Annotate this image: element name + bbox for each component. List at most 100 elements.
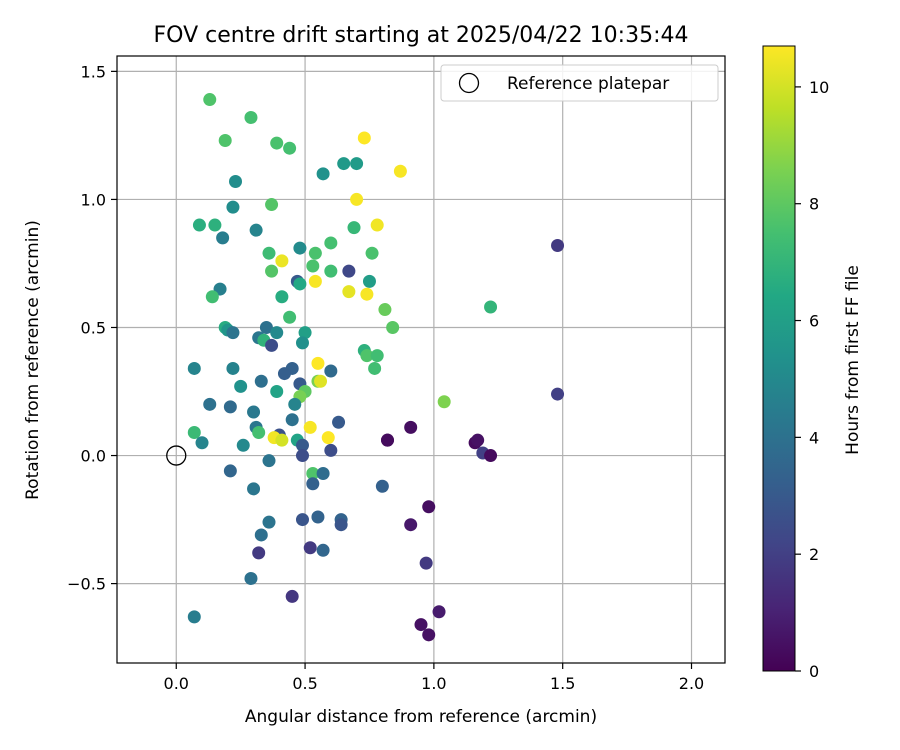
colorbar-label: Hours from first FF file bbox=[843, 265, 863, 455]
data-point bbox=[187, 425, 201, 439]
legend-label: Reference platepar bbox=[507, 74, 669, 94]
data-point bbox=[226, 200, 240, 214]
data-point bbox=[216, 231, 230, 245]
data-point bbox=[337, 157, 351, 171]
data-point bbox=[270, 385, 284, 399]
y-tick-label: 1.5 bbox=[81, 62, 106, 81]
data-point bbox=[295, 336, 309, 350]
data-point bbox=[357, 131, 371, 145]
data-point bbox=[218, 134, 232, 148]
data-point bbox=[306, 466, 320, 480]
colorbar-tick-label: 10 bbox=[809, 78, 829, 97]
y-axis-label: Rotation from reference (arcmin) bbox=[23, 220, 43, 500]
x-tick-label: 2.0 bbox=[679, 674, 704, 693]
data-point bbox=[295, 513, 309, 527]
data-point bbox=[551, 239, 565, 253]
data-point bbox=[226, 326, 240, 340]
data-point bbox=[437, 395, 451, 409]
data-point bbox=[324, 443, 338, 457]
data-point bbox=[386, 320, 400, 334]
x-tick-label: 1.5 bbox=[550, 674, 575, 693]
data-point bbox=[254, 374, 268, 388]
data-point bbox=[208, 218, 222, 232]
data-point bbox=[192, 218, 206, 232]
colorbar-gradient bbox=[762, 45, 796, 672]
data-point bbox=[422, 500, 436, 514]
data-point bbox=[311, 510, 325, 524]
data-point bbox=[324, 364, 338, 378]
data-point bbox=[293, 277, 307, 291]
data-point bbox=[285, 413, 299, 427]
data-point bbox=[311, 356, 325, 370]
data-point bbox=[203, 397, 217, 411]
legend-box bbox=[440, 64, 719, 102]
data-point bbox=[404, 420, 418, 434]
data-point bbox=[303, 541, 317, 555]
reference-marker bbox=[166, 445, 187, 466]
data-point bbox=[249, 223, 263, 237]
data-point bbox=[270, 136, 284, 150]
colorbar: 0 2 4 6 8 10 Hours from first FF file bbox=[762, 45, 863, 681]
data-point bbox=[375, 479, 389, 493]
data-point bbox=[324, 264, 338, 278]
data-point bbox=[332, 415, 346, 429]
data-point bbox=[244, 110, 258, 124]
x-axis-label: Angular distance from reference (arcmin) bbox=[245, 707, 597, 727]
data-point bbox=[244, 571, 258, 585]
data-point bbox=[404, 518, 418, 532]
data-point bbox=[321, 431, 335, 445]
data-point bbox=[288, 397, 302, 411]
y-tick-label: 0.0 bbox=[81, 447, 106, 466]
data-point bbox=[265, 264, 279, 278]
x-tick-label: 0.0 bbox=[164, 674, 189, 693]
data-point bbox=[432, 605, 446, 619]
data-point bbox=[203, 93, 217, 107]
data-point bbox=[283, 141, 297, 155]
y-tick-label: 1.0 bbox=[81, 190, 106, 209]
data-point bbox=[306, 477, 320, 491]
data-point bbox=[360, 349, 374, 363]
data-point bbox=[316, 167, 330, 181]
data-point bbox=[283, 310, 297, 324]
data-point bbox=[195, 436, 209, 450]
data-points bbox=[187, 93, 565, 642]
data-point bbox=[378, 303, 392, 317]
x-axis-ticks: 0.0 0.5 1.0 1.5 2.0 bbox=[164, 663, 704, 693]
data-point bbox=[365, 246, 379, 260]
data-point bbox=[370, 218, 384, 232]
data-point bbox=[342, 285, 356, 299]
data-point bbox=[226, 361, 240, 375]
data-point bbox=[295, 449, 309, 463]
data-point bbox=[252, 546, 266, 560]
data-point bbox=[471, 433, 485, 447]
data-point bbox=[308, 274, 322, 288]
data-point bbox=[484, 449, 498, 463]
data-point bbox=[187, 361, 201, 375]
data-point bbox=[316, 543, 330, 557]
data-point bbox=[484, 300, 498, 314]
colorbar-tick-label: 4 bbox=[809, 428, 819, 447]
y-tick-label: 0.5 bbox=[81, 318, 106, 337]
data-point bbox=[393, 164, 407, 178]
data-point bbox=[275, 290, 289, 304]
data-point bbox=[334, 518, 348, 532]
data-point bbox=[277, 367, 291, 381]
data-point bbox=[234, 379, 248, 393]
data-point bbox=[381, 433, 395, 447]
legend-marker-hollow-circle bbox=[458, 72, 480, 94]
data-point bbox=[350, 192, 364, 206]
data-point bbox=[223, 464, 237, 478]
data-point bbox=[223, 400, 237, 414]
data-point bbox=[285, 589, 299, 603]
data-point bbox=[254, 528, 268, 542]
colorbar-tick-label: 2 bbox=[809, 545, 819, 564]
data-point bbox=[236, 438, 250, 452]
data-point bbox=[298, 326, 312, 340]
reference-platepar-point bbox=[166, 445, 187, 466]
data-point bbox=[293, 241, 307, 255]
data-point bbox=[187, 610, 201, 624]
colorbar-tick-label: 8 bbox=[809, 195, 819, 214]
data-point bbox=[422, 628, 436, 642]
data-point bbox=[262, 454, 276, 468]
data-point bbox=[275, 254, 289, 268]
